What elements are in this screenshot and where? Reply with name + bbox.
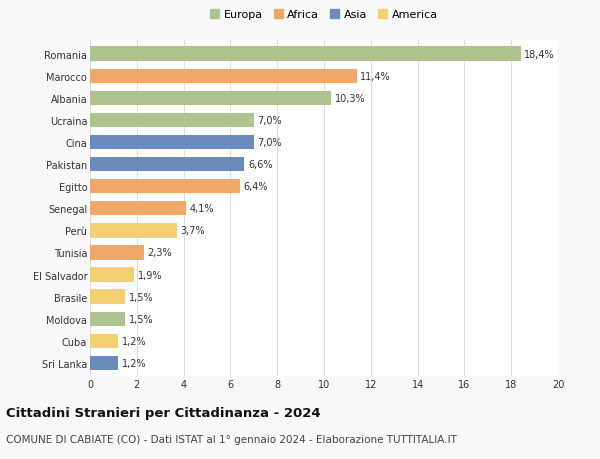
Text: 7,0%: 7,0% xyxy=(257,138,282,148)
Bar xyxy=(90,312,125,326)
Text: 10,3%: 10,3% xyxy=(335,94,365,104)
Bar xyxy=(90,135,254,150)
Text: 1,2%: 1,2% xyxy=(122,336,146,346)
Text: 4,1%: 4,1% xyxy=(190,204,214,214)
Bar xyxy=(90,91,331,106)
Text: 1,9%: 1,9% xyxy=(138,270,163,280)
Text: 1,5%: 1,5% xyxy=(128,292,153,302)
Bar xyxy=(90,356,118,370)
Text: 6,6%: 6,6% xyxy=(248,160,272,170)
Text: 1,5%: 1,5% xyxy=(128,314,153,324)
Bar xyxy=(90,69,357,84)
Legend: Europa, Africa, Asia, America: Europa, Africa, Asia, America xyxy=(211,10,437,20)
Text: COMUNE DI CABIATE (CO) - Dati ISTAT al 1° gennaio 2024 - Elaborazione TUTTITALIA: COMUNE DI CABIATE (CO) - Dati ISTAT al 1… xyxy=(6,434,457,444)
Text: 7,0%: 7,0% xyxy=(257,116,282,126)
Text: 18,4%: 18,4% xyxy=(524,50,554,60)
Bar xyxy=(90,202,186,216)
Bar xyxy=(90,290,125,304)
Text: 1,2%: 1,2% xyxy=(122,358,146,368)
Bar xyxy=(90,246,144,260)
Bar xyxy=(90,47,521,62)
Bar xyxy=(90,157,244,172)
Bar xyxy=(90,334,118,348)
Text: 11,4%: 11,4% xyxy=(360,72,391,82)
Bar xyxy=(90,179,240,194)
Text: Cittadini Stranieri per Cittadinanza - 2024: Cittadini Stranieri per Cittadinanza - 2… xyxy=(6,406,320,419)
Text: 3,7%: 3,7% xyxy=(180,226,205,236)
Bar xyxy=(90,224,176,238)
Text: 2,3%: 2,3% xyxy=(148,248,172,258)
Text: 6,4%: 6,4% xyxy=(243,182,268,192)
Bar xyxy=(90,268,134,282)
Bar xyxy=(90,113,254,128)
